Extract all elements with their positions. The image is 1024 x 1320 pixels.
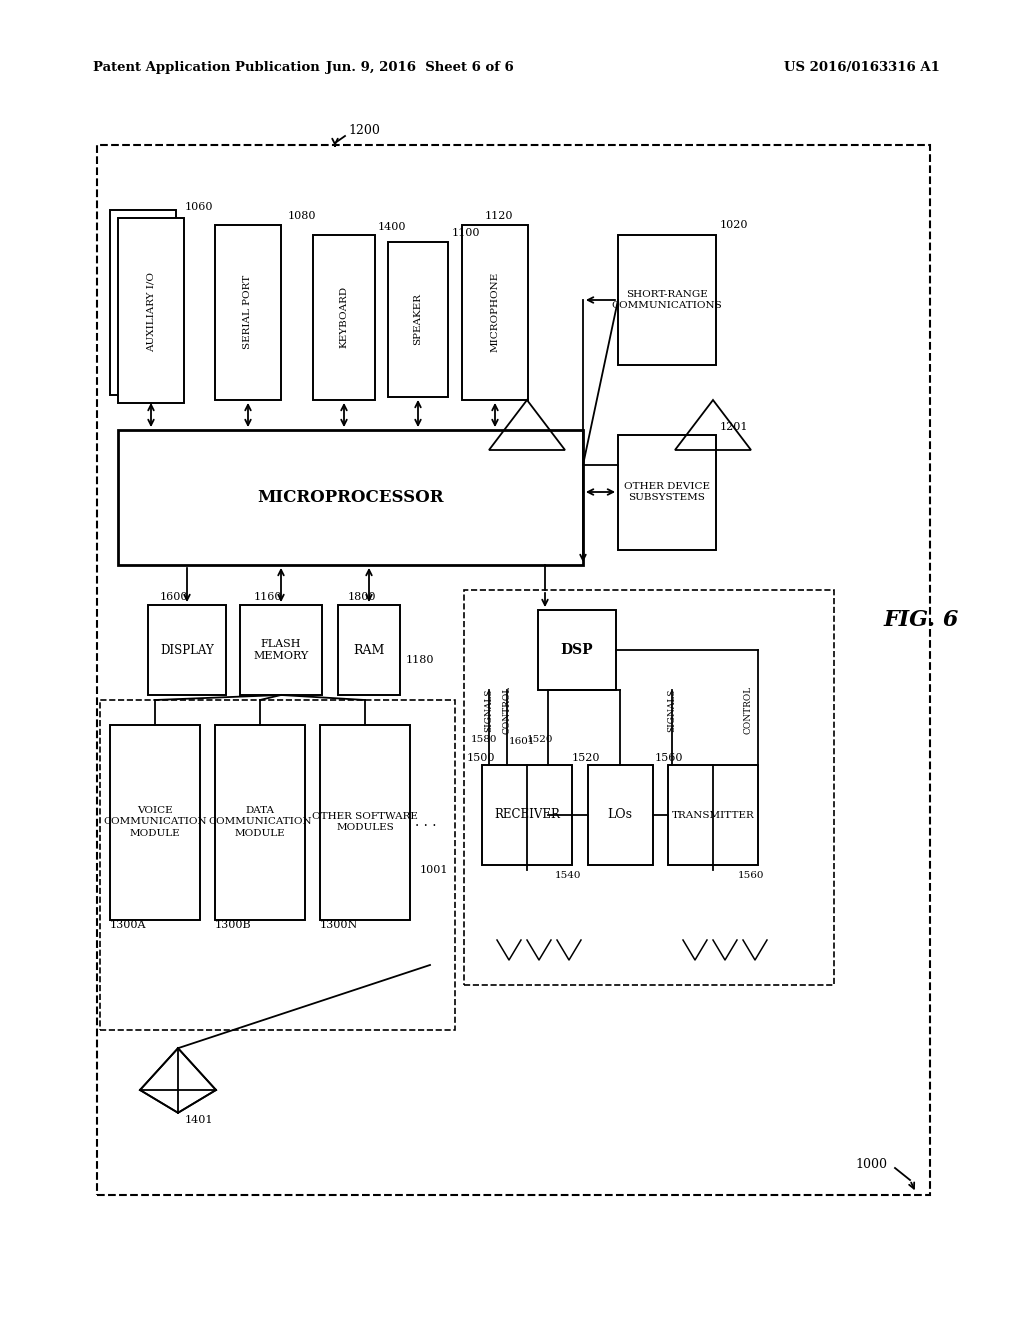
Bar [240, 605, 322, 696]
Text: 1200: 1200 [348, 124, 380, 137]
Text: 1001: 1001 [420, 865, 449, 875]
Text: Patent Application Publication: Patent Application Publication [93, 62, 319, 74]
Text: SPEAKER: SPEAKER [414, 293, 423, 345]
Bar [482, 766, 572, 865]
Text: 1401: 1401 [185, 1115, 213, 1125]
Text: CONTROL: CONTROL [503, 686, 512, 734]
Text: LOs: LOs [607, 808, 633, 821]
Text: SERIAL PORT: SERIAL PORT [244, 275, 253, 348]
Text: RECEIVER: RECEIVER [494, 808, 560, 821]
Text: FIG. 6: FIG. 6 [884, 609, 959, 631]
Text: OTHER DEVICE
SUBSYSTEMS: OTHER DEVICE SUBSYSTEMS [624, 482, 710, 502]
Text: US 2016/0163316 A1: US 2016/0163316 A1 [784, 62, 940, 74]
Text: Jun. 9, 2016  Sheet 6 of 6: Jun. 9, 2016 Sheet 6 of 6 [326, 62, 514, 74]
Text: 1060: 1060 [185, 202, 213, 213]
Text: . . .: . . . [415, 814, 436, 829]
Bar [538, 610, 616, 690]
Text: 1500: 1500 [467, 752, 496, 763]
Bar [215, 224, 281, 400]
Bar [668, 766, 758, 865]
Text: 1400: 1400 [378, 222, 407, 232]
Bar [100, 700, 455, 1030]
Text: 1300N: 1300N [319, 920, 358, 931]
Text: DISPLAY: DISPLAY [160, 644, 214, 656]
Bar [338, 605, 400, 696]
Text: 1201: 1201 [720, 422, 749, 432]
Text: SHORT-RANGE
COMMUNICATIONS: SHORT-RANGE COMMUNICATIONS [611, 290, 722, 310]
Bar [618, 235, 716, 366]
Text: 1000: 1000 [855, 1159, 887, 1172]
Text: 1180: 1180 [406, 655, 434, 665]
Text: 1300B: 1300B [215, 920, 252, 931]
Text: RAM: RAM [353, 644, 385, 656]
Bar [215, 725, 305, 920]
Text: 1520: 1520 [527, 735, 554, 744]
Bar [118, 218, 184, 403]
Text: FLASH
MEMORY: FLASH MEMORY [253, 639, 308, 661]
Text: 1520: 1520 [572, 752, 600, 763]
Text: VOICE
COMMUNICATION
MODULE: VOICE COMMUNICATION MODULE [103, 807, 207, 838]
Text: SIGNALS: SIGNALS [668, 688, 677, 731]
Text: 1600: 1600 [160, 591, 188, 602]
Text: OTHER SOFTWARE
MODULES: OTHER SOFTWARE MODULES [312, 812, 418, 832]
Text: MICROPROCESSOR: MICROPROCESSOR [257, 490, 443, 507]
Text: 1560: 1560 [655, 752, 683, 763]
Text: 1080: 1080 [288, 211, 316, 220]
Text: 1300A: 1300A [110, 920, 146, 931]
Text: 1100: 1100 [452, 228, 480, 238]
Text: SIGNALS: SIGNALS [484, 688, 494, 731]
Text: 1800: 1800 [348, 591, 377, 602]
Bar [319, 725, 410, 920]
Text: AUXILIARY I/O: AUXILIARY I/O [146, 272, 156, 352]
Bar [462, 224, 528, 400]
Text: DSP: DSP [561, 643, 593, 657]
Bar [388, 242, 449, 397]
Text: 1601: 1601 [509, 738, 536, 747]
Text: MICROPHONE: MICROPHONE [490, 272, 500, 352]
Bar [118, 430, 583, 565]
Bar [110, 210, 176, 395]
Text: 1560: 1560 [738, 870, 765, 879]
Bar [588, 766, 653, 865]
Bar [313, 235, 375, 400]
Text: TRANSMITTER: TRANSMITTER [672, 810, 755, 820]
Text: KEYBOARD: KEYBOARD [340, 286, 348, 348]
Text: 1580: 1580 [471, 735, 498, 744]
Bar [464, 590, 834, 985]
Text: 1540: 1540 [555, 870, 582, 879]
Bar [618, 436, 716, 550]
Bar [148, 605, 226, 696]
Text: 1160: 1160 [254, 591, 283, 602]
Bar [110, 725, 200, 920]
Text: DATA
COMMUNICATION
MODULE: DATA COMMUNICATION MODULE [208, 807, 312, 838]
Text: CONTROL: CONTROL [743, 686, 753, 734]
Text: 1120: 1120 [485, 211, 513, 220]
Text: 1020: 1020 [720, 220, 749, 230]
Bar [97, 145, 930, 1195]
